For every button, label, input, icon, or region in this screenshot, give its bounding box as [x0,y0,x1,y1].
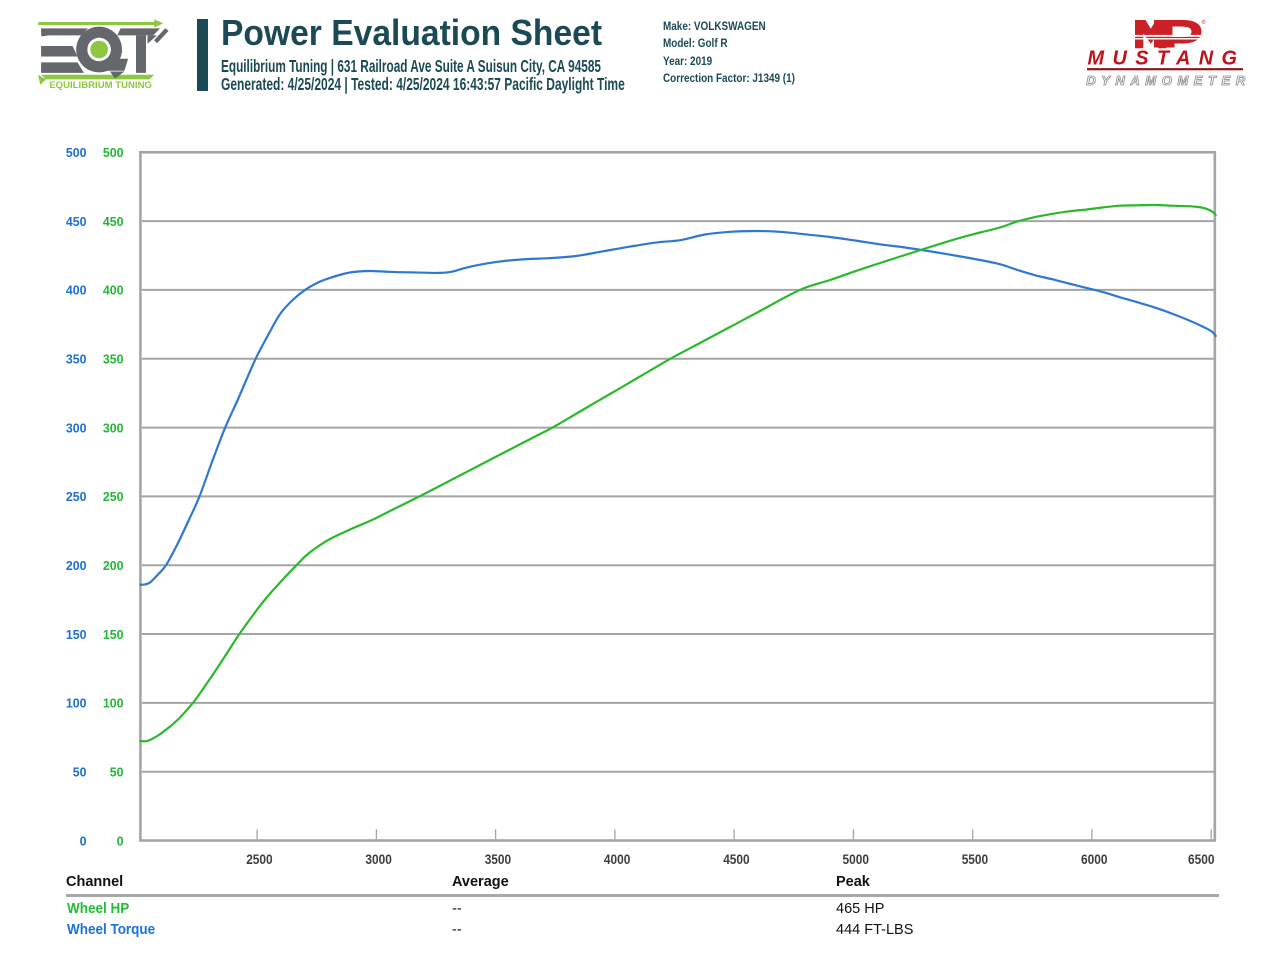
svg-text:450: 450 [103,215,124,229]
svg-text:0: 0 [117,834,124,848]
svg-text:EQUILIBRIUM TUNING: EQUILIBRIUM TUNING [49,80,152,91]
svg-text:400: 400 [66,284,87,298]
svg-text:350: 350 [66,353,87,367]
svg-text:0: 0 [80,834,87,848]
svg-text:350: 350 [103,353,124,367]
svg-text:6500: 6500 [1188,851,1215,867]
svg-text:250: 250 [103,490,124,504]
svg-text:2500: 2500 [246,851,273,867]
svg-text:4000: 4000 [604,851,631,867]
svg-text:100: 100 [66,697,87,711]
svg-text:500: 500 [66,146,87,160]
svg-text:6000: 6000 [1081,851,1108,867]
svg-text:450: 450 [66,215,87,229]
svg-text:300: 300 [66,421,87,435]
svg-text:3000: 3000 [365,851,392,867]
svg-text:250: 250 [66,490,87,504]
svg-text:500: 500 [103,146,124,160]
svg-text:MUSTANG: MUSTANG [1088,48,1238,70]
svg-text:200: 200 [103,559,124,573]
svg-text:200: 200 [66,559,87,573]
svg-text:®: ® [1202,19,1206,26]
svg-text:100: 100 [103,697,124,711]
svg-text:4500: 4500 [723,851,750,867]
svg-text:3500: 3500 [485,851,512,867]
svg-text:150: 150 [103,628,124,642]
svg-text:300: 300 [103,421,124,435]
svg-text:5500: 5500 [962,851,989,867]
svg-text:5000: 5000 [843,851,870,867]
svg-text:50: 50 [110,766,124,780]
svg-text:400: 400 [103,284,124,298]
svg-text:50: 50 [73,766,87,780]
svg-text:150: 150 [66,628,87,642]
